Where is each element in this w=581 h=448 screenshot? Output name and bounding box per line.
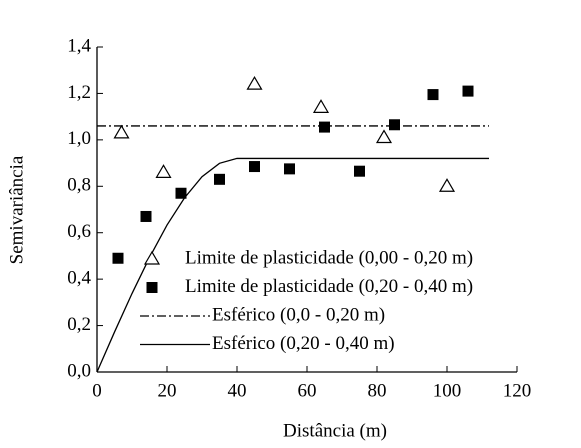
x-tick-label: 0	[92, 380, 102, 401]
data-point	[246, 75, 263, 90]
legend-marker	[146, 282, 158, 293]
x-tick-label: 60	[298, 380, 317, 401]
data-point	[249, 161, 260, 173]
y-tick-label: 0,2	[67, 314, 91, 335]
legend-label: Limite de plasticidade (0,00 - 0,20 m)	[185, 247, 473, 268]
data-point	[375, 129, 393, 144]
x-tick-label: 40	[228, 380, 247, 401]
x-tick-label: 20	[158, 380, 177, 401]
y-tick-label: 1,4	[67, 35, 91, 56]
data-point	[438, 178, 456, 192]
data-point	[462, 85, 474, 97]
y-tick-label: 1,0	[67, 128, 91, 149]
data-point	[155, 164, 172, 178]
data-point	[140, 210, 152, 222]
legend-label: Esférico (0,0 - 0,20 m)	[212, 304, 385, 325]
y-tick-label: 0,6	[67, 221, 91, 242]
y-tick-label: 0,4	[67, 268, 91, 289]
x-tick-label: 120	[503, 380, 532, 401]
y-tick-label: 1,2	[67, 82, 91, 103]
y-tick-label: 0,0	[67, 360, 91, 381]
legend-label: Esférico (0,20 - 0,40 m)	[212, 333, 395, 354]
legend-label: Limite de plasticidade (0,20 - 0,40 m)	[185, 276, 473, 297]
fit-line	[96, 157, 489, 373]
data-point	[319, 121, 330, 133]
x-tick-label: 100	[433, 380, 462, 401]
data-point	[113, 124, 130, 139]
data-point	[112, 252, 124, 264]
data-point	[284, 163, 295, 175]
data-point	[354, 165, 365, 177]
x-axis-label: Distância (m)	[283, 420, 387, 441]
legend-marker	[143, 250, 161, 265]
y-axis-label: Semivariância	[6, 155, 27, 264]
data-point	[214, 173, 225, 185]
y-tick-label: 0,8	[67, 175, 91, 196]
x-tick-label: 80	[368, 380, 387, 401]
data-point	[175, 187, 187, 199]
data-point	[312, 99, 330, 113]
data-point	[389, 119, 400, 131]
data-point	[427, 89, 439, 101]
